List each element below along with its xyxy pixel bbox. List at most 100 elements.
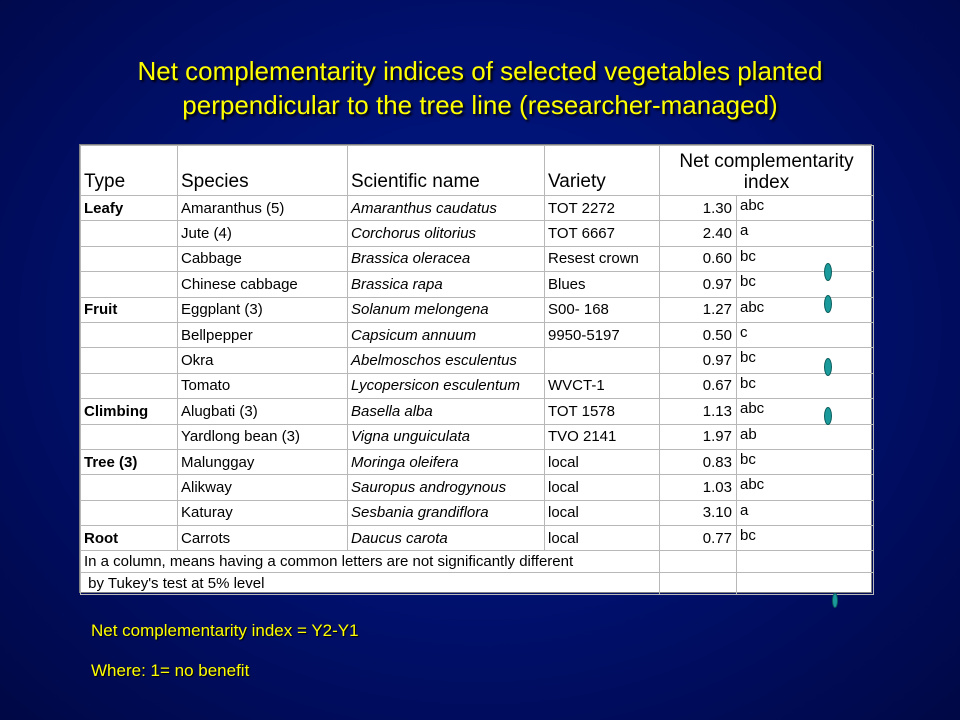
cell-nci-value: 0.67 (659, 372, 737, 400)
teal-marker (824, 263, 832, 281)
cell-species: Bellpepper (177, 321, 348, 349)
cell-scientific-name: Sauropus androgynous (347, 474, 545, 501)
cell-type (80, 220, 178, 247)
cell-significance-letters: bc (735, 448, 875, 476)
table-header-row: Type Species Scientific name Variety Net… (80, 145, 875, 196)
cell-type (80, 499, 178, 527)
empty-cell (735, 572, 875, 596)
table-row: Tomato Lycopersicon esculentum WVCT-1 0.67 b… (80, 372, 875, 400)
cell-nci-value: 0.60 (659, 245, 737, 273)
cell-nci-value: 0.83 (659, 448, 737, 476)
cell-type (80, 321, 178, 349)
cell-variety: WVCT-1 (544, 372, 660, 400)
note-line2: by Tukey's test at 5% level (80, 572, 660, 596)
cell-nci-value: 1.30 (659, 194, 737, 222)
cell-variety: local (544, 499, 660, 527)
teal-marker (824, 407, 832, 425)
header-variety: Variety (544, 145, 660, 196)
cell-significance-letters: abc (735, 296, 875, 323)
cell-nci-value: 1.03 (659, 474, 737, 501)
cell-significance-letters: bc (735, 245, 875, 273)
cell-species: Alugbati (3) (177, 398, 348, 425)
cell-nci-value: 1.13 (659, 398, 737, 425)
header-scientific-name: Scientific name (347, 145, 545, 196)
cell-scientific-name: Sesbania grandiflora (347, 499, 545, 527)
table-row: Katuray Sesbania grandiflora local 3.10 a (80, 499, 875, 527)
table-row: Alikway Sauropus androgynous local 1.03 abc (80, 474, 875, 501)
table-row: Tree (3) Malunggay Moringa oleifera local 0.… (80, 448, 875, 476)
cell-type (80, 245, 178, 273)
cell-scientific-name: Daucus carota (347, 525, 545, 552)
cell-significance-letters: abc (735, 398, 875, 425)
cell-species: Alikway (177, 474, 348, 501)
cell-nci-value: 1.97 (659, 423, 737, 450)
cell-significance-letters: bc (735, 525, 875, 552)
cell-variety: TOT 6667 (544, 220, 660, 247)
cell-nci-value: 3.10 (659, 499, 737, 527)
cell-type (80, 372, 178, 400)
cell-significance-letters: a (735, 499, 875, 527)
teal-marker (824, 358, 832, 376)
teal-marker (824, 295, 832, 313)
cell-species: Carrots (177, 525, 348, 552)
cell-variety: local (544, 448, 660, 476)
cell-type (80, 271, 178, 298)
cell-variety: S00- 168 (544, 296, 660, 323)
table-row: Bellpepper Capsicum annuum 9950-5197 0.50 c (80, 321, 875, 349)
cell-species: Malunggay (177, 448, 348, 476)
cell-type: Leafy (80, 194, 178, 222)
cell-species: Chinese cabbage (177, 271, 348, 298)
cell-scientific-name: Solanum melongena (347, 296, 545, 323)
header-nci-line1: Net complementarity (679, 151, 854, 172)
cell-type (80, 474, 178, 501)
cell-type: Tree (3) (80, 448, 178, 476)
cell-species: Amaranthus (5) (177, 194, 348, 222)
table-note-row: In a column, means having a common lette… (80, 550, 875, 574)
where-text: Where: 1= no benefit (91, 661, 250, 680)
cell-species: Yardlong bean (3) (177, 423, 348, 450)
cell-scientific-name: Abelmoschos esculentus (347, 347, 545, 374)
cell-nci-value: 0.97 (659, 347, 737, 374)
cell-variety: TOT 2272 (544, 194, 660, 222)
cell-scientific-name: Brassica oleracea (347, 245, 545, 273)
cell-species: Eggplant (3) (177, 296, 348, 323)
cell-scientific-name: Lycopersicon esculentum (347, 372, 545, 400)
table-row: Okra Abelmoschos esculentus 0.97 bc (80, 347, 875, 374)
cell-nci-value: 0.97 (659, 271, 737, 298)
empty-cell (659, 572, 737, 596)
cell-significance-letters: bc (735, 347, 875, 374)
table-row: Root Carrots Daucus carota local 0.77 bc (80, 525, 875, 552)
cell-type: Climbing (80, 398, 178, 425)
cell-scientific-name: Basella alba (347, 398, 545, 425)
cell-type: Fruit (80, 296, 178, 323)
note-line1: In a column, means having a common lette… (80, 550, 660, 574)
cell-species: Katuray (177, 499, 348, 527)
cell-significance-letters: abc (735, 474, 875, 501)
table-row: Leafy Amaranthus (5) Amaranthus caudatus TO… (80, 194, 875, 222)
table-row: Climbing Alugbati (3) Basella alba TOT 1578… (80, 398, 875, 425)
cell-scientific-name: Moringa oleifera (347, 448, 545, 476)
cell-species: Cabbage (177, 245, 348, 273)
cell-type (80, 347, 178, 374)
cell-variety: Resest crown (544, 245, 660, 273)
cell-nci-value: 0.77 (659, 525, 737, 552)
teal-marker (832, 593, 838, 608)
slide-title-line2: perpendicular to the tree line (research… (182, 90, 778, 120)
formula-text: Net complementarity index = Y2-Y1 (91, 621, 359, 640)
header-type: Type (80, 145, 178, 196)
cell-variety: 9950-5197 (544, 321, 660, 349)
header-nci-line2: index (743, 172, 790, 193)
table-row: Cabbage Brassica oleracea Resest crown 0.60… (80, 245, 875, 273)
cell-significance-letters: a (735, 220, 875, 247)
header-nci: Net complementarity index (658, 145, 875, 196)
slide-title: Net complementarity indices of selected … (30, 54, 930, 122)
cell-nci-value: 0.50 (659, 321, 737, 349)
cell-scientific-name: Capsicum annuum (347, 321, 545, 349)
cell-variety: Blues (544, 271, 660, 298)
cell-scientific-name: Vigna unguiculata (347, 423, 545, 450)
slide-title-line1: Net complementarity indices of selected … (137, 56, 823, 86)
cell-species: Okra (177, 347, 348, 374)
cell-significance-letters: bc (735, 372, 875, 400)
cell-species: Jute (4) (177, 220, 348, 247)
table-row: Jute (4) Corchorus olitorius TOT 6667 2.40 a (80, 220, 875, 247)
